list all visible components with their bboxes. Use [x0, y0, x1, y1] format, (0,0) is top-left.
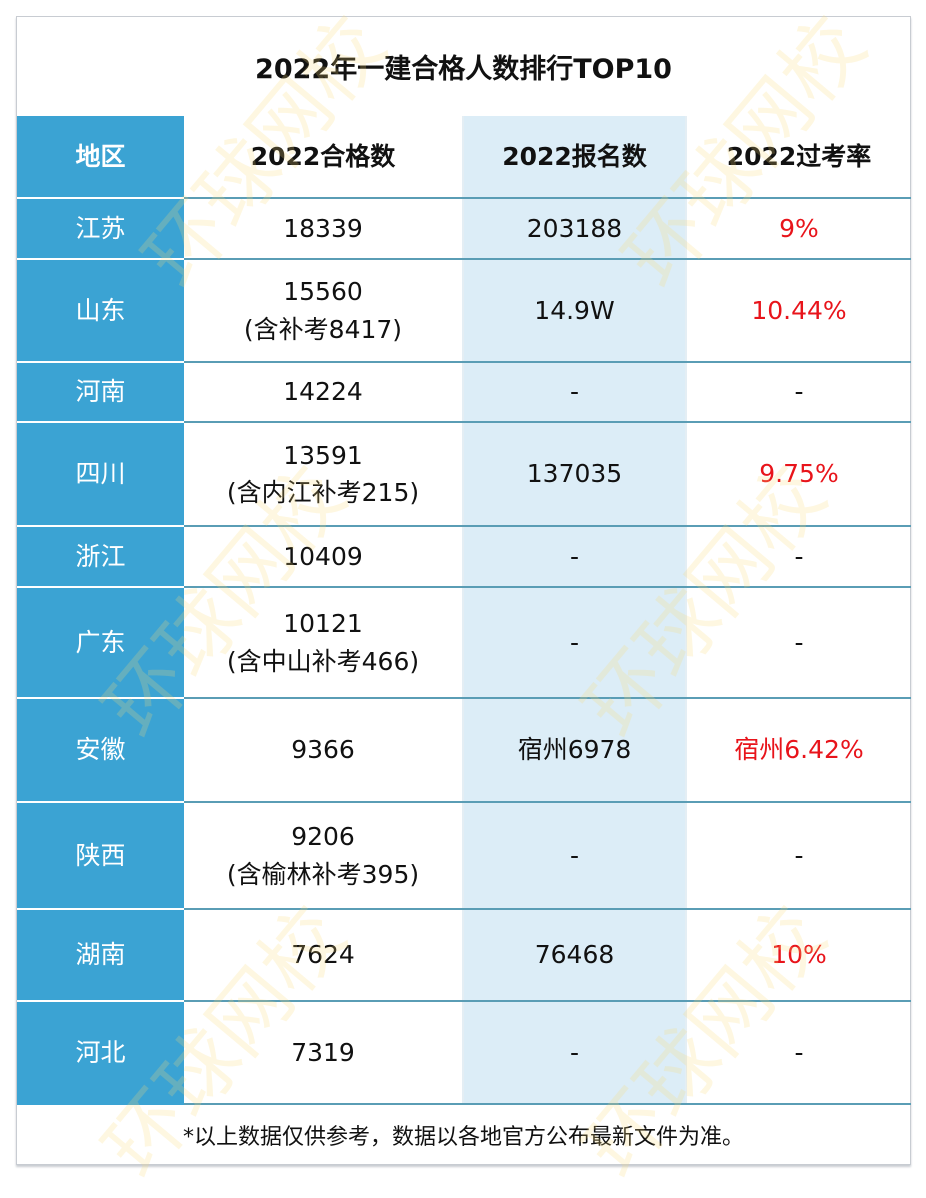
- passed-note: (含内江补考215): [226, 478, 420, 507]
- region-cell: 河北: [17, 1001, 184, 1105]
- passed-count: 9366: [291, 735, 355, 765]
- passed-count: 7319: [291, 1037, 355, 1067]
- registered-cell: -: [463, 1001, 687, 1105]
- rate-cell: -: [686, 802, 911, 910]
- region-cell: 四川: [17, 422, 184, 527]
- passed-count: 7624: [291, 940, 355, 970]
- table-row: 湖南 7624 76468 10%: [17, 909, 911, 1002]
- page-title: 2022年一建合格人数排行TOP10: [255, 54, 672, 85]
- passed-cell: 18339: [184, 198, 464, 260]
- table-row: 浙江 10409 - -: [17, 526, 911, 588]
- table-row: 河北 7319 - -: [17, 1001, 911, 1105]
- rate-cell: -: [686, 1001, 911, 1105]
- registered-cell: 203188: [463, 198, 687, 260]
- rate-cell: 9.75%: [686, 422, 911, 527]
- registered-cell: -: [463, 802, 687, 910]
- table-row: 江苏 18339 203188 9%: [17, 198, 911, 260]
- header-registered: 2022报名数: [463, 116, 687, 199]
- region-cell: 陕西: [17, 802, 184, 910]
- header-rate: 2022过考率: [686, 116, 911, 199]
- header-row: 地区 2022合格数 2022报名数 2022过考率: [17, 116, 911, 199]
- passed-cell: 15560 (含补考8417): [184, 259, 464, 363]
- footer-note: *以上数据仅供参考，数据以各地官方公布最新文件为准。: [182, 1125, 744, 1150]
- region-cell: 河南: [17, 362, 184, 423]
- passed-cell: 10409: [184, 526, 464, 588]
- passed-cell: 10121 (含中山补考466): [184, 587, 464, 699]
- region-cell: 安徽: [17, 698, 184, 803]
- region-cell: 广东: [17, 587, 184, 699]
- rate-cell: 10%: [686, 909, 911, 1002]
- registered-cell: -: [463, 587, 687, 699]
- table-row: 安徽 9366 宿州6978 宿州6.42%: [17, 698, 911, 803]
- registered-cell: 137035: [463, 422, 687, 527]
- region-cell: 山东: [17, 259, 184, 363]
- passed-cell: 13591 (含内江补考215): [184, 422, 464, 527]
- rate-cell: -: [686, 526, 911, 588]
- passed-cell: 9366: [184, 698, 464, 803]
- passed-count: 10121: [283, 609, 363, 638]
- passed-note: (含补考8417): [243, 314, 403, 344]
- table-row: 河南 14224 - -: [17, 362, 911, 423]
- passed-cell: 7624: [184, 909, 464, 1002]
- registered-cell: 14.9W: [463, 259, 687, 363]
- ranking-table: 地区 2022合格数 2022报名数 2022过考率 江苏 18339 2031…: [17, 116, 911, 1105]
- passed-count: 13591: [283, 440, 363, 470]
- header-passed: 2022合格数: [184, 116, 464, 199]
- table-row: 山东 15560 (含补考8417) 14.9W 10.44%: [17, 259, 911, 363]
- rate-cell: -: [686, 587, 911, 699]
- rate-cell: 10.44%: [686, 259, 911, 363]
- region-cell: 江苏: [17, 198, 184, 260]
- table-row: 陕西 9206 (含榆林补考395) - -: [17, 802, 911, 910]
- table-row: 广东 10121 (含中山补考466) - -: [17, 587, 911, 699]
- registered-cell: 宿州6978: [463, 698, 687, 803]
- registered-cell: -: [463, 526, 687, 588]
- passed-cell: 9206 (含榆林补考395): [184, 802, 464, 910]
- registered-cell: -: [463, 362, 687, 423]
- passed-count: 18339: [283, 213, 363, 243]
- header-region: 地区: [17, 116, 184, 199]
- table-card: 2022年一建合格人数排行TOP10 地区 2022合格数 2022报名数 20…: [16, 16, 911, 1165]
- passed-count: 14224: [283, 377, 363, 407]
- rate-cell: 宿州6.42%: [686, 698, 911, 803]
- passed-cell: 7319: [184, 1001, 464, 1105]
- registered-cell: 76468: [463, 909, 687, 1002]
- passed-count: 9206: [291, 822, 355, 851]
- table-row: 四川 13591 (含内江补考215) 137035 9.75%: [17, 422, 911, 527]
- passed-note: (含中山补考466): [226, 646, 420, 676]
- region-cell: 浙江: [17, 526, 184, 588]
- region-cell: 湖南: [17, 909, 184, 1002]
- rate-cell: 9%: [686, 198, 911, 260]
- passed-cell: 14224: [184, 362, 464, 423]
- passed-count: 10409: [283, 541, 363, 571]
- rate-cell: -: [686, 362, 911, 423]
- passed-count: 15560: [283, 277, 363, 306]
- passed-note: (含榆林补考395): [226, 859, 420, 889]
